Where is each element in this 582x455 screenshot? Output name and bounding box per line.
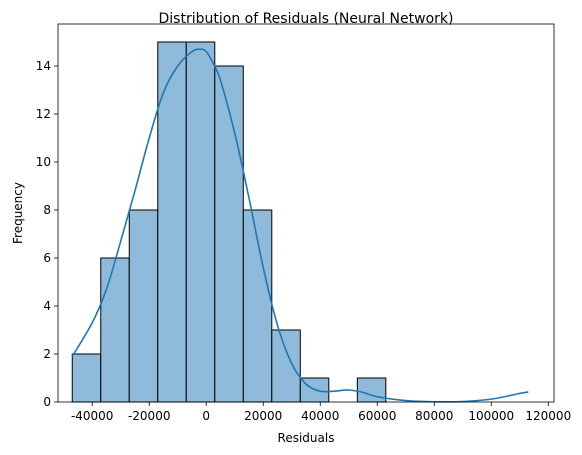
y-tick-label: 12 [36,107,51,121]
x-tick-label: 40000 [301,409,339,423]
x-tick-label: 0 [202,409,210,423]
histogram-bar [128,209,159,403]
histogram-bar [71,353,102,403]
y-tick-label: 8 [43,203,51,217]
histogram-bars [71,41,387,403]
chart-title: Distribution of Residuals (Neural Networ… [159,11,454,27]
x-tick-label: 80000 [415,409,453,423]
y-tick-label: 6 [43,251,51,265]
x-tick-label: 60000 [358,409,396,423]
x-tick-label: -40000 [71,409,114,423]
y-tick-label: 4 [43,299,51,313]
x-tick-label: 20000 [244,409,282,423]
y-axis-label: Frequency [11,182,25,244]
y-tick-label: 0 [43,395,51,409]
x-tick-label: -20000 [128,409,171,423]
x-tick-label: 100000 [468,409,514,423]
y-tick-label: 2 [43,347,51,361]
histogram-bar [157,41,187,403]
y-axis-ticks: 0 2 4 6 8 10 12 14 [36,59,58,409]
histogram-bar [185,41,216,403]
y-tick-label: 14 [36,59,51,73]
plot-frame [57,23,555,403]
histogram-bar [356,377,387,403]
histogram-bar [100,257,130,403]
x-axis-ticks: -40000 -20000 0 20000 40000 60000 80000 100000 1… [71,402,571,423]
y-tick-label: 10 [36,155,51,169]
histogram-bar [214,65,244,403]
x-axis-label: Residuals [278,431,335,445]
histogram-bar [271,329,301,403]
x-tick-label: 120000 [525,409,571,423]
